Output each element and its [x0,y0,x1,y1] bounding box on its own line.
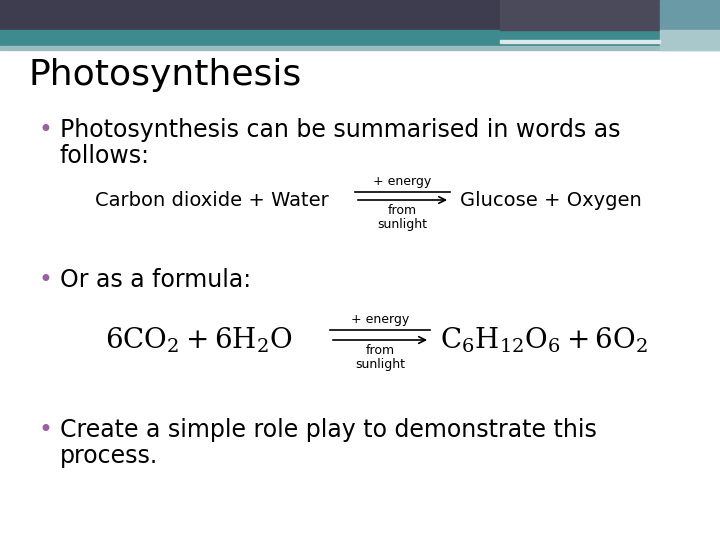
Text: + energy: + energy [351,313,409,326]
Bar [0,0,720,30]
Text: Photosynthesis can be summarised in words as: Photosynthesis can be summarised in word… [60,118,621,142]
Text: + energy: + energy [374,175,431,188]
Bar [0,46,720,50]
Text: sunlight: sunlight [377,218,428,231]
Text: from: from [388,204,417,217]
Text: •: • [38,268,52,292]
Text: sunlight: sunlight [355,358,405,371]
Text: process.: process. [60,444,158,468]
Text: $\mathdefault{6CO_2 + 6H_2O}$: $\mathdefault{6CO_2 + 6H_2O}$ [105,325,292,355]
Text: Photosynthesis: Photosynthesis [28,58,301,92]
Text: Glucose + Oxygen: Glucose + Oxygen [460,191,642,210]
Bar [500,40,660,43]
Text: $\mathdefault{C_6H_{12}O_6 + 6O_2}$: $\mathdefault{C_6H_{12}O_6 + 6O_2}$ [440,325,648,355]
Text: Carbon dioxide + Water: Carbon dioxide + Water [95,191,329,210]
Bar [0,30,720,46]
Bar [660,30,720,50]
Text: •: • [38,118,52,142]
Text: •: • [38,418,52,442]
Text: from: from [366,344,395,357]
Text: Or as a formula:: Or as a formula: [60,268,251,292]
Bar [500,0,660,30]
Text: Create a simple role play to demonstrate this: Create a simple role play to demonstrate… [60,418,597,442]
Text: follows:: follows: [60,144,150,168]
Bar [660,0,720,32]
